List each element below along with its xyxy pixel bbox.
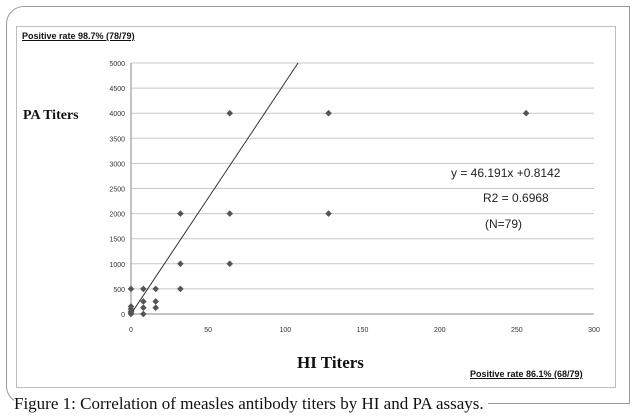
scatter-plot: 0500100015002000250030003500400045005000… — [109, 61, 600, 334]
y-tick-label: 2000 — [109, 212, 125, 219]
hi-positive-rate: Positive rate 86.1% (68/79) — [470, 369, 583, 379]
data-point — [127, 285, 135, 293]
y-tick-label: 0 — [121, 312, 125, 319]
x-tick-label: 50 — [204, 327, 212, 334]
x-tick-label: 300 — [588, 327, 600, 334]
data-point — [177, 210, 184, 217]
data-point — [152, 298, 159, 305]
grid-lines — [131, 62, 594, 290]
data-point — [152, 304, 159, 312]
y-tick-label: 3000 — [109, 161, 125, 168]
y-tick-label: 3500 — [109, 136, 125, 143]
chart-panel: Positive rate 98.7% (78/79) PA Titers 0 5… — [16, 26, 616, 388]
data-point — [226, 109, 234, 117]
x-axis-label: HI Titers — [297, 353, 364, 372]
y-tick-label: 5000 — [109, 61, 125, 68]
data-point — [152, 285, 159, 293]
data-point — [177, 285, 184, 293]
data-point — [140, 310, 147, 318]
data-point — [177, 260, 184, 268]
y-tick-label: 4500 — [109, 86, 125, 93]
trendline — [130, 62, 299, 315]
x-tick-label: 0 — [129, 327, 133, 334]
y-tick-label: 1500 — [109, 237, 125, 244]
y-tick-labels: 0 500 1000 1500 2000 2500 3000 3500 4000 4500 5000 — [109, 61, 125, 319]
y-tick-label: 2500 — [109, 187, 125, 194]
data-points — [127, 109, 530, 318]
data-point — [522, 109, 530, 117]
sample-size: (N=79) — [485, 217, 523, 231]
r-squared: R2 = 0.6968 — [483, 191, 549, 205]
x-tick-label: 200 — [434, 327, 446, 334]
figure-caption: Figure 1: Correlation of measles antibod… — [14, 394, 488, 414]
regression-equation: y = 46.191x +0.8142 — [451, 166, 561, 180]
data-point — [127, 303, 135, 310]
data-point — [325, 109, 332, 117]
x-tick-label: 250 — [511, 327, 523, 334]
data-point — [140, 304, 147, 312]
pa-positive-rate: Positive rate 98.7% (78/79) — [22, 31, 135, 41]
data-point — [226, 210, 234, 217]
y-tick-label: 500 — [113, 287, 125, 294]
y-tick-label: 4000 — [109, 111, 125, 118]
y-axis-label: PA Titers — [23, 108, 79, 123]
data-point — [226, 260, 234, 268]
x-tick-label: 100 — [279, 327, 291, 334]
x-tick-label: 150 — [357, 327, 369, 334]
y-tick-label: 1000 — [109, 262, 125, 269]
x-tick-labels: 0 50 100 150 200 250 300 — [129, 327, 600, 334]
data-point — [325, 210, 332, 217]
